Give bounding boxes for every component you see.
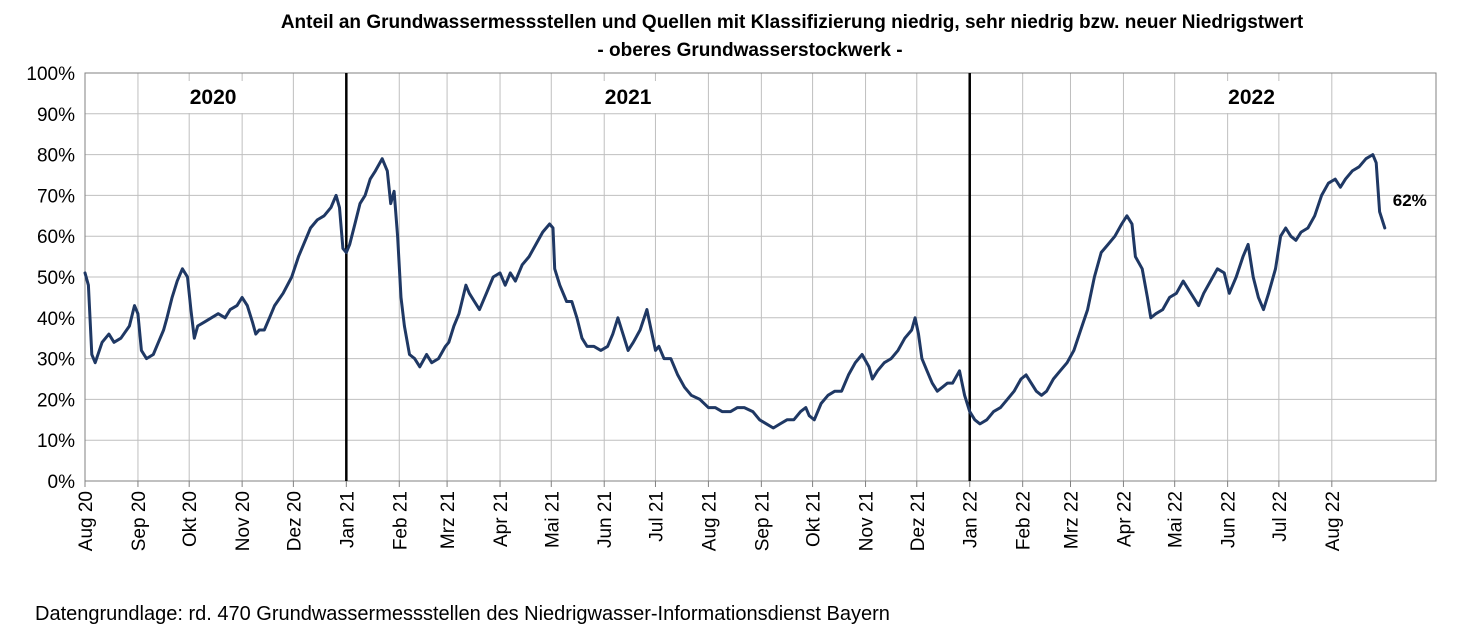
x-tick-label: Mai 22 xyxy=(1166,491,1187,548)
y-axis-ticks: 0% 10% 20% 30% 40% 50% 60% 70% 80% 90% 100% xyxy=(26,64,75,493)
x-tick-label: Jul 22 xyxy=(1270,491,1291,542)
year-label: 2020 xyxy=(173,81,254,113)
y-tick-label: 60% xyxy=(37,227,75,248)
x-tick-label: Jan 22 xyxy=(961,491,982,548)
x-tick-label: Dez 21 xyxy=(908,491,929,551)
x-tick-label: Dez 20 xyxy=(284,491,305,551)
series-group xyxy=(83,153,1387,430)
y-tick-label: 100% xyxy=(26,64,75,85)
x-tick-label: Mai 21 xyxy=(542,491,563,548)
year-label-text: 2020 xyxy=(190,86,237,109)
year-labels: 2020 2021 2022 xyxy=(173,81,1292,113)
x-tick-label: Jun 22 xyxy=(1219,491,1240,548)
x-tick-label: Apr 22 xyxy=(1114,491,1135,547)
y-tick-label: 70% xyxy=(37,186,75,207)
y-tick-label: 50% xyxy=(37,268,75,289)
year-label-box xyxy=(588,81,669,113)
chart-subtitle: - oberes Grundwasserstockwerk - xyxy=(597,40,902,61)
x-tick-label: Nov 21 xyxy=(857,491,878,551)
x-tick-label: Feb 22 xyxy=(1014,491,1035,550)
series-line xyxy=(83,153,1387,430)
y-tick-label: 80% xyxy=(37,146,75,167)
y-tick-label: 0% xyxy=(48,472,76,493)
x-tick-label: Nov 20 xyxy=(233,491,254,551)
x-tick-label: Okt 21 xyxy=(804,491,825,547)
year-label-box xyxy=(173,81,254,113)
x-axis-ticks: Aug 20 Sep 20 Okt 20 Nov 20 Dez 20 Jan 21 Feb … xyxy=(76,481,1344,551)
year-label-box xyxy=(1211,81,1292,113)
year-label-text: 2022 xyxy=(1228,86,1275,109)
y-tick-label: 10% xyxy=(37,431,75,452)
y-tick-label: 40% xyxy=(37,309,75,330)
source-note: Datengrundlage: rd. 470 Grundwassermesss… xyxy=(35,603,890,625)
x-tick-label: Aug 21 xyxy=(699,491,720,551)
x-tick-label: Jun 21 xyxy=(595,491,616,548)
x-tick-label: Aug 20 xyxy=(76,491,97,551)
chart-title: Anteil an Grundwassermessstellen und Que… xyxy=(281,12,1304,33)
x-tick-label: Aug 22 xyxy=(1323,491,1344,551)
year-label-text: 2021 xyxy=(605,86,652,109)
x-tick-label: Feb 21 xyxy=(390,491,411,550)
x-tick-label: Jan 21 xyxy=(337,491,358,548)
x-tick-label: Apr 21 xyxy=(491,491,512,547)
y-tick-label: 90% xyxy=(37,105,75,126)
x-tick-label: Jul 21 xyxy=(646,491,667,542)
y-tick-label: 30% xyxy=(37,350,75,371)
year-label: 2021 xyxy=(588,81,669,113)
x-tick-label: Mrz 21 xyxy=(438,491,459,549)
x-tick-label: Okt 20 xyxy=(180,491,201,547)
year-label: 2022 xyxy=(1211,81,1292,113)
x-tick-label: Sep 21 xyxy=(752,491,773,551)
x-tick-label: Mrz 22 xyxy=(1061,491,1082,549)
y-tick-label: 20% xyxy=(37,390,75,411)
x-tick-label: Sep 20 xyxy=(129,491,150,551)
end-value-label: 62% xyxy=(1393,191,1427,210)
